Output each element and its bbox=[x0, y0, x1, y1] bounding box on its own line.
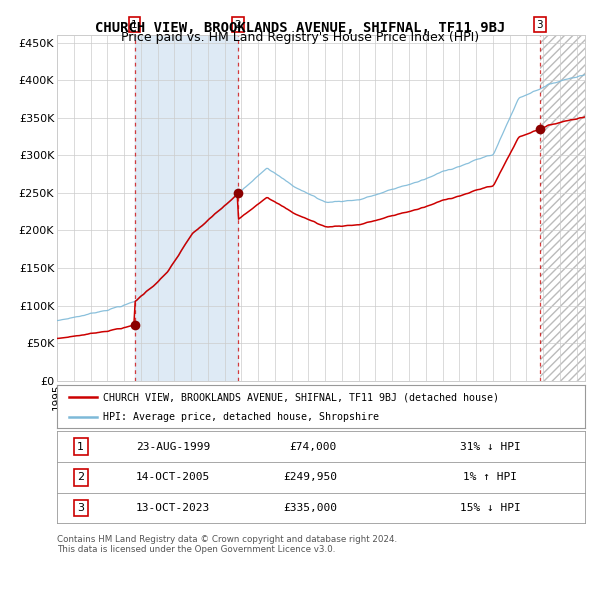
Text: 3: 3 bbox=[77, 503, 84, 513]
Bar bbox=[539, 35, 585, 381]
Text: 1% ↑ HPI: 1% ↑ HPI bbox=[463, 473, 517, 482]
Text: £335,000: £335,000 bbox=[283, 503, 337, 513]
Text: 15% ↓ HPI: 15% ↓ HPI bbox=[460, 503, 520, 513]
Text: Contains HM Land Registry data © Crown copyright and database right 2024.: Contains HM Land Registry data © Crown c… bbox=[57, 535, 397, 544]
Text: 3: 3 bbox=[536, 20, 543, 30]
Text: 14-OCT-2005: 14-OCT-2005 bbox=[136, 473, 210, 482]
Text: 1: 1 bbox=[77, 442, 84, 451]
Text: £249,950: £249,950 bbox=[283, 473, 337, 482]
Text: £74,000: £74,000 bbox=[290, 442, 337, 451]
Text: 2: 2 bbox=[77, 473, 85, 482]
Text: 13-OCT-2023: 13-OCT-2023 bbox=[136, 503, 210, 513]
Text: 31% ↓ HPI: 31% ↓ HPI bbox=[460, 442, 520, 451]
Text: HPI: Average price, detached house, Shropshire: HPI: Average price, detached house, Shro… bbox=[103, 412, 379, 422]
Text: CHURCH VIEW, BROOKLANDS AVENUE, SHIFNAL, TF11 9BJ (detached house): CHURCH VIEW, BROOKLANDS AVENUE, SHIFNAL,… bbox=[103, 392, 499, 402]
Text: This data is licensed under the Open Government Licence v3.0.: This data is licensed under the Open Gov… bbox=[57, 545, 335, 554]
Text: 1: 1 bbox=[131, 20, 138, 30]
Text: Price paid vs. HM Land Registry's House Price Index (HPI): Price paid vs. HM Land Registry's House … bbox=[121, 31, 479, 44]
Bar bbox=[539, 35, 585, 381]
Text: 2: 2 bbox=[235, 20, 241, 30]
Bar bbox=[134, 35, 238, 381]
Text: 23-AUG-1999: 23-AUG-1999 bbox=[136, 442, 210, 451]
Text: CHURCH VIEW, BROOKLANDS AVENUE, SHIFNAL, TF11 9BJ: CHURCH VIEW, BROOKLANDS AVENUE, SHIFNAL,… bbox=[95, 21, 505, 35]
